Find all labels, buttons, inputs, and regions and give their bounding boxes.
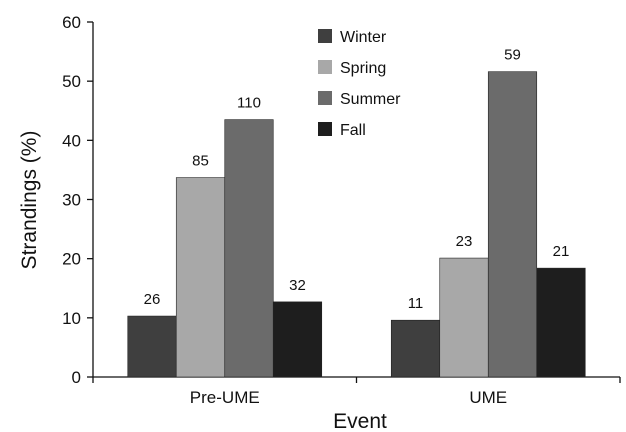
bar-winter-pre-ume (127, 315, 177, 378)
y-tick-label: 10 (62, 309, 81, 328)
bars (127, 71, 586, 378)
data-label: 59 (504, 47, 521, 64)
y-tick-label: 60 (62, 13, 81, 32)
bar-spring-ume (439, 257, 489, 378)
data-label: 26 (144, 291, 161, 308)
legend-label: Summer (340, 91, 401, 108)
legend-swatch (318, 122, 332, 136)
data-label: 11 (408, 295, 424, 312)
legend: Winter Spring Summer Fall (318, 29, 401, 139)
y-tick-label: 20 (62, 250, 81, 269)
data-label: 32 (289, 277, 306, 294)
bar-fall-ume (536, 267, 586, 378)
bar-summer-ume (487, 71, 538, 378)
legend-label: Spring (340, 60, 386, 77)
x-axis: Pre-UME UME (92, 376, 621, 407)
data-label: 23 (456, 233, 473, 250)
x-tick-label: UME (469, 388, 507, 407)
data-labels: 26 85 110 32 11 23 59 21 (144, 47, 570, 313)
legend-label: Fall (340, 122, 366, 139)
data-label: 110 (237, 95, 261, 112)
data-label: 85 (192, 153, 209, 170)
x-axis-title: Event (333, 410, 387, 432)
x-tick-label: Pre-UME (190, 388, 260, 407)
y-axis-title: Strandings (%) (18, 131, 41, 270)
y-axis: 0 10 20 30 40 50 60 (62, 13, 94, 387)
legend-swatch (318, 60, 332, 74)
bar-fall-pre-ume (272, 301, 323, 378)
y-tick-label: 0 (72, 368, 81, 387)
data-label: 21 (553, 243, 570, 260)
legend-swatch (318, 91, 332, 105)
bar-spring-pre-ume (175, 177, 226, 378)
y-tick-label: 40 (62, 131, 81, 150)
bar-summer-pre-ume (224, 119, 274, 378)
bar-winter-ume (390, 319, 441, 378)
y-tick-label: 30 (62, 191, 81, 210)
legend-label: Winter (340, 29, 387, 46)
legend-swatch (318, 29, 332, 43)
y-tick-label: 50 (62, 72, 81, 91)
